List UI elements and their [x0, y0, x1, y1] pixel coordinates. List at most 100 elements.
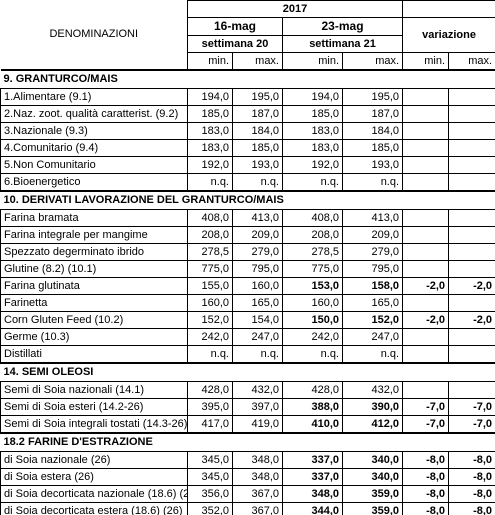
value-cell: 367,0 [232, 485, 283, 503]
value-cell: 160,0 [232, 277, 283, 295]
value-cell: -8,0 [448, 485, 495, 503]
value-cell: 432,0 [232, 381, 283, 399]
value-cell: n.q. [282, 345, 343, 364]
row-label: Glutine (8.2) (10.1) [0, 260, 188, 278]
value-cell: 390,0 [341, 398, 404, 416]
value-cell: 208,0 [187, 226, 233, 244]
value-cell: -2,0 [402, 277, 450, 295]
value-cell [402, 209, 450, 227]
section-title: 10. DERIVATI LAVORAZIONE DEL GRANTURCO/M… [0, 190, 495, 210]
value-cell: 183,0 [282, 139, 343, 157]
value-cell [448, 122, 495, 140]
value-cell [402, 88, 450, 106]
value-cell: 150,0 [282, 311, 343, 329]
value-cell: -7,0 [402, 398, 450, 416]
value-cell: 413,0 [232, 209, 283, 227]
value-cell: n.q. [232, 345, 283, 364]
value-cell: 242,0 [282, 328, 343, 346]
row-label: Farinetta [0, 294, 188, 312]
value-cell: 155,0 [187, 277, 233, 295]
value-cell: n.q. [232, 173, 283, 192]
value-cell [448, 173, 495, 192]
value-cell: 160,0 [282, 294, 343, 312]
subhead: max. [232, 52, 283, 71]
value-cell: 184,0 [341, 122, 404, 140]
value-cell: -8,0 [402, 485, 450, 503]
subhead: min. [187, 52, 233, 71]
subhead: min. [282, 52, 343, 71]
value-cell [402, 105, 450, 123]
value-cell: -8,0 [448, 502, 495, 515]
data-row: 6.Bioenergetico n.q. n.q. n.q. n.q. [0, 173, 495, 192]
value-cell: 388,0 [282, 398, 343, 416]
data-row: Farinetta 160,0 165,0 160,0 165,0 [0, 294, 495, 312]
value-cell: 158,0 [341, 277, 404, 295]
row-label: Distillati [0, 345, 188, 364]
value-cell [402, 260, 450, 278]
value-cell [448, 156, 495, 174]
value-cell: 152,0 [341, 311, 404, 329]
value-cell: 242,0 [187, 328, 233, 346]
row-label: 2.Naz. zoot. qualità caratterist. (9.2) [0, 105, 188, 123]
row-label: 6.Bioenergetico [0, 173, 188, 192]
data-row: di Soia estera (26) 345,0 348,0 337,0 340,0-… [0, 468, 495, 486]
value-cell [402, 328, 450, 346]
value-cell: 247,0 [232, 328, 283, 346]
value-cell: 185,0 [187, 105, 233, 123]
variazione-header: variazione [402, 17, 495, 53]
value-cell: 337,0 [282, 468, 343, 486]
value-cell: 209,0 [232, 226, 283, 244]
value-cell: 417,0 [187, 415, 233, 434]
value-cell: 187,0 [232, 105, 283, 123]
subhead: min. [402, 52, 450, 71]
row-label: 3.Nazionale (9.3) [0, 122, 188, 140]
value-cell: 428,0 [187, 381, 233, 399]
value-cell: 432,0 [341, 381, 404, 399]
data-row: Farina integrale per mangime 208,0 209,0 20… [0, 226, 495, 244]
value-cell [402, 139, 450, 157]
value-cell: 344,0 [282, 502, 343, 515]
value-cell: 348,0 [232, 451, 283, 469]
value-cell: 278,5 [282, 243, 343, 261]
value-cell [448, 345, 495, 364]
value-cell [448, 105, 495, 123]
value-cell: 194,0 [187, 88, 233, 106]
value-cell: -8,0 [402, 468, 450, 486]
value-cell: 345,0 [187, 451, 233, 469]
value-cell: 192,0 [282, 156, 343, 174]
value-cell: 152,0 [187, 311, 233, 329]
value-cell: n.q. [341, 173, 404, 192]
value-cell: 775,0 [282, 260, 343, 278]
value-cell [448, 139, 495, 157]
value-cell: 413,0 [341, 209, 404, 227]
data-row: Farina glutinata 155,0 160,0 153,0 158,0 -2,0… [0, 277, 495, 295]
value-cell [448, 260, 495, 278]
value-cell: 412,0 [341, 415, 404, 434]
value-cell: 356,0 [187, 485, 233, 503]
value-cell: 775,0 [187, 260, 233, 278]
data-row: 5.Non Comunitario 192,0 193,0 192,0 193,0 [0, 156, 495, 174]
value-cell: 397,0 [232, 398, 283, 416]
data-row: Glutine (8.2) (10.1) 775,0 795,0 775,0 795,0 [0, 260, 495, 278]
section-heading: 10. DERIVATI LAVORAZIONE DEL GRANTURCO/M… [0, 190, 495, 210]
subhead: max. [341, 52, 404, 71]
data-row: 4.Comunitario (9.4) 183,0 185,0 183,0 185,0 [0, 139, 495, 157]
row-label: Spezzato degerminato ibrido [0, 243, 188, 261]
value-cell [402, 156, 450, 174]
row-label: Farina bramata [0, 209, 188, 227]
value-cell: 165,0 [232, 294, 283, 312]
data-row: Spezzato degerminato ibrido 278,5 279,0 278… [0, 243, 495, 261]
value-cell: 208,0 [282, 226, 343, 244]
value-cell: -2,0 [448, 277, 495, 295]
value-cell: 279,0 [232, 243, 283, 261]
value-cell: 185,0 [282, 105, 343, 123]
value-cell: 192,0 [187, 156, 233, 174]
value-cell: 410,0 [282, 415, 343, 434]
value-cell [448, 88, 495, 106]
value-cell: 340,0 [341, 451, 404, 469]
value-cell: -7,0 [448, 415, 495, 434]
week-date: 23-mag [281, 17, 404, 36]
value-cell: 193,0 [232, 156, 283, 174]
